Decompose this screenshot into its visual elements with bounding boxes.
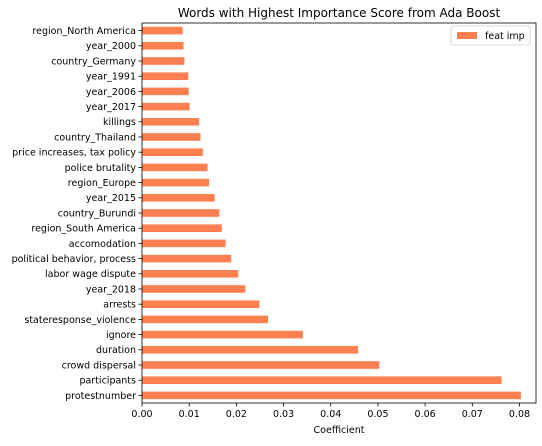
bar-arrests xyxy=(142,300,260,308)
y-tick-label: year_2006 xyxy=(86,87,136,98)
bar-political-behavior-process xyxy=(142,254,232,263)
y-tick-label: price increases, tax policy xyxy=(12,148,136,159)
bar-protestnumber xyxy=(142,391,521,400)
x-tick-label: 0.07 xyxy=(462,409,483,420)
x-tick-label: 0.01 xyxy=(179,409,200,420)
y-tick-label: year_2017 xyxy=(86,102,136,113)
y-tick-label: arrests xyxy=(103,300,136,311)
bar-year-2015 xyxy=(142,194,215,202)
legend: feat imp xyxy=(450,25,531,46)
y-tick-label: region_Europe xyxy=(68,178,136,189)
bar-stateresponse-violence xyxy=(142,315,268,324)
bar-year-1991 xyxy=(142,72,189,80)
bar-year-2006 xyxy=(142,87,189,96)
x-tick-label: 0.00 xyxy=(131,409,152,420)
y-tick-label: year_2000 xyxy=(86,41,136,52)
y-tick-label: killings xyxy=(103,117,136,128)
bars xyxy=(142,26,521,400)
y-tick-label: country_Burundi xyxy=(58,208,136,219)
y-tick-label: region_South America xyxy=(31,224,136,235)
y-tick-label: stateresponse_violence xyxy=(24,315,136,326)
bar-killings xyxy=(142,118,200,126)
y-tick-label: year_1991 xyxy=(86,72,136,83)
bar-participants xyxy=(142,376,502,384)
bar-year-2017 xyxy=(142,102,190,111)
bar-price-increases-tax-policy xyxy=(142,148,203,156)
y-tick-label: labor wage dispute xyxy=(45,269,136,280)
y-tick-label: ignore xyxy=(106,330,136,341)
y-tick-label: accomodation xyxy=(69,239,136,250)
bar-year-2018 xyxy=(142,285,246,293)
x-axis-label: Coefficient xyxy=(314,425,365,436)
bar-country-germany xyxy=(142,57,185,65)
legend-label: feat imp xyxy=(485,31,525,42)
x-tick-label: 0.04 xyxy=(320,409,341,420)
x-tick-label: 0.03 xyxy=(273,409,294,420)
y-tick-label: political behavior, process xyxy=(12,254,136,265)
y-tick-label: year_2018 xyxy=(86,284,136,295)
x-axis-ticks: 0.00 0.01 0.02 0.03 0.04 0.05 0.06 0.07 0.08 xyxy=(131,403,530,420)
bar-accomodation xyxy=(142,239,226,248)
bar-duration xyxy=(142,346,359,354)
bar-ignore xyxy=(142,330,303,339)
bar-region-europe xyxy=(142,178,210,187)
legend-box xyxy=(450,25,531,46)
x-tick-label: 0.06 xyxy=(415,409,436,420)
y-tick-label: police brutality xyxy=(65,163,137,174)
x-tick-label: 0.05 xyxy=(367,409,388,420)
chart-title: Words with Highest Importance Score from… xyxy=(178,6,501,20)
bar-country-thailand xyxy=(142,133,201,141)
y-tick-label: crowd dispersal xyxy=(62,360,136,371)
legend-swatch xyxy=(457,32,477,39)
y-tick-label: country_Germany xyxy=(51,56,136,67)
y-tick-label: year_2015 xyxy=(86,193,136,204)
bar-crowd-dispersal xyxy=(142,361,380,369)
bar-labor-wage-dispute xyxy=(142,270,239,278)
y-tick-label: country_Thailand xyxy=(54,132,136,143)
y-tick-label: protestnumber xyxy=(65,391,136,402)
bar-police-brutality xyxy=(142,163,208,172)
y-tick-label: duration xyxy=(96,345,136,356)
x-tick-label: 0.02 xyxy=(226,409,247,420)
bar-year-2000 xyxy=(142,42,184,50)
plot-frame xyxy=(141,22,537,404)
bar-region-north-america xyxy=(142,26,183,35)
y-tick-label: region_North America xyxy=(32,26,136,37)
bar-country-burundi xyxy=(142,209,220,217)
y-axis-ticks: protestnumber participants crowd dispersal… xyxy=(12,26,142,402)
bar-region-south-america xyxy=(142,224,222,232)
y-tick-label: participants xyxy=(79,376,136,387)
x-tick-label: 0.08 xyxy=(509,409,530,420)
